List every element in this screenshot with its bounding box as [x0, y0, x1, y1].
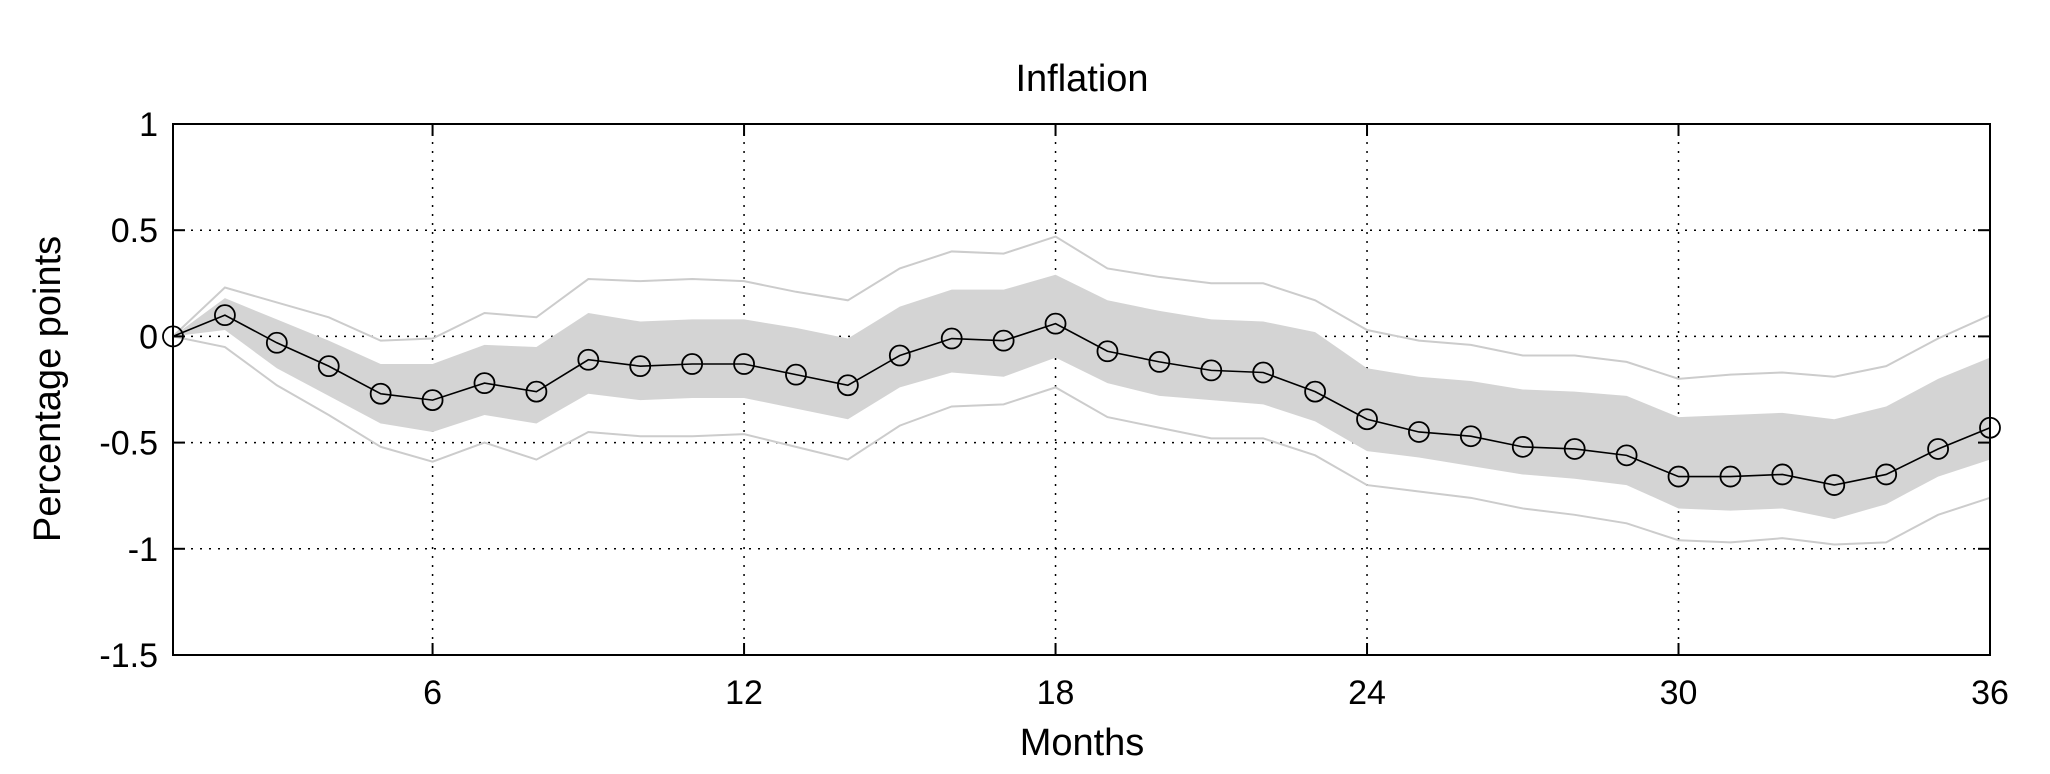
x-tick-label: 36	[1971, 674, 2009, 712]
data-point	[1459, 425, 1482, 448]
data-point	[1563, 438, 1586, 460]
data-point	[1356, 408, 1378, 431]
data-point	[785, 363, 807, 386]
data-point	[836, 374, 859, 397]
data-point	[1200, 359, 1223, 382]
y-tick-label: -1.5	[99, 637, 158, 675]
y-tick-label: -1	[128, 531, 158, 569]
y-tick-labels: 1 0.5 0 -0.5 -1 -1.5	[99, 106, 158, 675]
x-tick-label: 30	[1660, 674, 1698, 712]
x-tick-label: 18	[1037, 674, 1075, 712]
data-point	[1408, 421, 1430, 443]
data-point	[629, 355, 652, 378]
y-tick-label: 0	[139, 318, 158, 356]
y-tick-label: 1	[139, 106, 158, 144]
data-point	[1096, 340, 1119, 363]
chart-title: Inflation	[1015, 58, 1148, 100]
grid-lines	[173, 124, 1990, 655]
confidence-bands	[172, 235, 1991, 546]
data-point	[1044, 312, 1067, 335]
data-point	[525, 380, 548, 403]
y-tick-label: 0.5	[111, 212, 158, 250]
x-tick-label: 12	[725, 674, 763, 712]
outer-band-lower-line	[172, 335, 1991, 546]
data-point	[317, 355, 340, 378]
inner-confidence-band	[173, 274, 1990, 520]
data-point	[992, 329, 1015, 352]
data-point	[733, 353, 755, 375]
data-point	[214, 304, 236, 327]
data-point	[1304, 380, 1327, 403]
data-point	[473, 372, 496, 395]
x-axis-label: Months	[1020, 722, 1145, 764]
data-point	[888, 344, 911, 367]
data-point	[1252, 361, 1275, 384]
plot-frame	[172, 123, 1991, 656]
x-tick-label: 24	[1348, 674, 1386, 712]
outer-band-upper-line	[172, 235, 1991, 380]
data-point	[1927, 438, 1949, 460]
data-point	[940, 327, 963, 350]
y-axis-label: Percentage points	[27, 236, 69, 542]
data-point	[1615, 444, 1638, 467]
data-point	[1719, 465, 1742, 488]
data-point	[369, 382, 392, 405]
y-tick-label: -0.5	[99, 425, 158, 463]
point-estimate-series	[162, 304, 2001, 496]
data-point	[577, 348, 600, 371]
x-tick-labels: 6 12 18 24 30 36	[423, 674, 2009, 712]
x-tick-label: 6	[423, 674, 442, 712]
data-point	[265, 331, 288, 354]
data-point	[1511, 435, 1534, 458]
point-estimate-line	[172, 314, 1991, 486]
data-point	[1667, 465, 1690, 488]
data-point	[681, 353, 704, 375]
axis-ticks	[173, 123, 1991, 656]
data-point	[421, 389, 444, 412]
data-point	[1875, 463, 1898, 486]
data-point	[1771, 463, 1794, 486]
data-point	[1148, 350, 1171, 373]
data-point	[1823, 474, 1846, 496]
